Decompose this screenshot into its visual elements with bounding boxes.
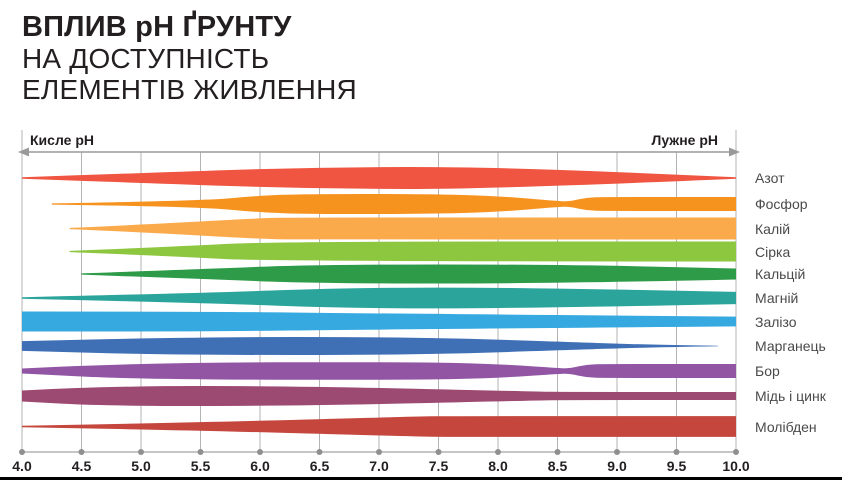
title-line-3: ЕЛЕМЕНТІВ ЖИВЛЕННЯ [22,74,357,105]
nutrient-label: Мідь і цинк [755,388,826,404]
nutrient-band-0 [22,167,736,189]
x-tick-label: 8.5 [547,458,568,474]
nutrient-band-10 [22,416,736,437]
tick-dot [316,449,323,455]
tick-dot [435,449,442,455]
nutrient-label: Молібден [755,418,817,435]
x-tick-label: 4.0 [12,458,32,474]
nutrient-band-6 [22,311,736,332]
x-tick-label: 4.5 [71,458,92,474]
x-tick-label: 6.5 [309,458,330,474]
x-tick-label: 5.0 [131,458,151,474]
tick-dot [495,449,501,455]
bottom-border [0,477,842,480]
x-tick-label: 9.0 [607,458,627,474]
nutrient-label: Залізо [755,313,797,330]
nutrient-label: Кальцій [755,266,806,282]
title-line-1: ВПЛИВ pH ҐРУНТУ [22,11,292,43]
tick-dot [197,449,204,455]
nutrient-band-9 [22,386,736,406]
nutrient-label: Фосфор [755,196,808,212]
tick-dot [554,449,561,455]
tick-dot [19,449,25,455]
tick-dot [614,449,620,455]
nutrient-band-4 [81,264,736,284]
nutrient-band-1 [51,194,737,214]
x-tick-label: 10.0 [722,458,750,474]
nutrient-label: Бор [755,363,780,379]
nutrient-label: Сірка [755,243,791,260]
nutrient-label: Азот [755,170,785,186]
nutrient-label: Калій [755,220,791,237]
alkaline-arrow-icon [729,147,740,157]
tick-dot [673,449,680,455]
page-title: ВПЛИВ pH ҐРУНТУ НА ДОСТУПНІСТЬ ЕЛЕМЕНТІВ… [22,11,357,106]
nutrient-band-5 [22,287,736,309]
nutrient-label: Марганець [755,338,826,354]
tick-dot [257,449,263,455]
x-tick-label: 7.0 [369,458,389,474]
nutrient-label: Магній [755,290,799,306]
nutrient-band-8 [22,362,736,380]
x-tick-label: 6.0 [250,458,270,474]
x-tick-label: 8.0 [488,458,508,474]
tick-dot [733,449,739,455]
title-line-2: НА ДОСТУПНІСТЬ [22,43,270,74]
alkaline-ph-label: Лужне pH [651,132,719,148]
tick-dot [138,449,144,455]
tick-dot [78,449,85,455]
nutrient-band-2 [69,217,737,240]
acidic-arrow-icon [18,147,29,157]
nutrient-band-7 [22,337,719,355]
tick-dot [376,449,382,455]
x-tick-label: 5.5 [190,458,211,474]
nutrient-band-3 [69,241,737,262]
acidic-ph-label: Кисле pH [30,132,94,148]
x-tick-label: 7.5 [428,458,449,474]
x-tick-label: 9.5 [666,458,687,474]
